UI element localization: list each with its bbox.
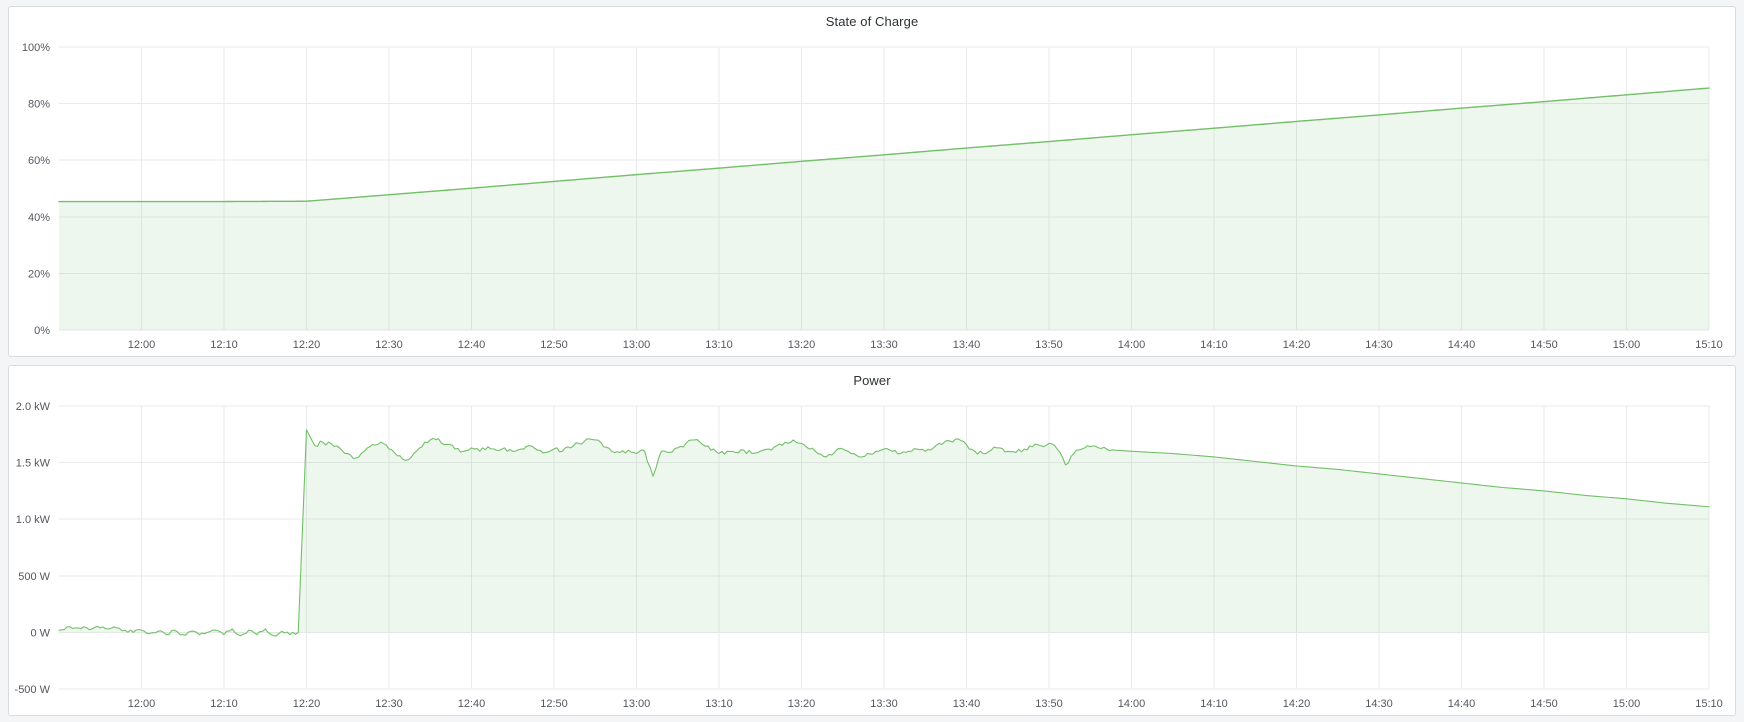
x-axis-tick-label: 13:50	[1035, 698, 1063, 710]
x-axis-tick-label: 12:40	[458, 698, 486, 710]
x-axis-tick-label: 13:50	[1035, 339, 1063, 351]
x-axis-tick-label: 14:30	[1365, 339, 1393, 351]
x-axis-tick-label: 13:20	[788, 339, 816, 351]
x-axis-tick-label: 12:10	[210, 698, 238, 710]
y-axis-tick-label: 1.5 kW	[16, 458, 51, 470]
x-axis-tick-label: 14:40	[1448, 698, 1476, 710]
x-axis-tick-label: 15:10	[1695, 339, 1723, 351]
x-axis-tick-label: 12:30	[375, 339, 403, 351]
x-axis-tick-label: 13:30	[870, 339, 898, 351]
y-axis-tick-label: 500 W	[18, 571, 50, 583]
y-axis-tick-label: 2.0 kW	[16, 401, 51, 413]
x-axis-tick-label: 14:10	[1200, 339, 1228, 351]
x-axis-tick-label: 13:30	[870, 698, 898, 710]
y-axis-tick-label: 60%	[28, 155, 50, 167]
soc-chart-canvas[interactable]: 100% 80% 60% 40% 20% 0% 12:00 12:10 12:20 12:30 12…	[9, 7, 1735, 356]
y-axis-tick-label: 1.0 kW	[16, 514, 51, 526]
x-axis-tick-label: 12:20	[293, 698, 321, 710]
x-axis-tick-label: 14:10	[1200, 698, 1228, 710]
x-axis-tick-label: 12:30	[375, 698, 403, 710]
panel-title-power[interactable]: Power	[853, 372, 891, 388]
x-axis-tick-label: 13:00	[623, 698, 651, 710]
x-axis-tick-label: 14:20	[1283, 339, 1311, 351]
x-axis-tick-label: 14:20	[1283, 698, 1311, 710]
x-axis-tick-label: 13:10	[705, 339, 733, 351]
y-axis-tick-label: 0 W	[30, 627, 50, 639]
x-axis-tick-label: 15:00	[1613, 698, 1641, 710]
y-axis-tick-label: 80%	[28, 99, 50, 111]
power-chart-canvas[interactable]: 2.0 kW 1.5 kW 1.0 kW 500 W 0 W -500 W 12:00 12:…	[9, 366, 1735, 715]
series-area-power	[59, 429, 1709, 637]
y-axis-tick-label: 20%	[28, 268, 50, 280]
x-axis-tick-label: 14:00	[1118, 698, 1146, 710]
y-axis-tick-label: -500 W	[15, 684, 51, 696]
x-axis-tick-label: 15:10	[1695, 698, 1723, 710]
x-axis-tick-label: 14:40	[1448, 339, 1476, 351]
x-axis-tick-label: 14:50	[1530, 698, 1558, 710]
x-axis-tick-label: 12:50	[540, 339, 568, 351]
series-area-state-of-charge	[59, 88, 1709, 330]
x-axis-tick-label: 12:00	[128, 339, 156, 351]
panel-power: Power 2.0 kW 1.5 kW 1.0 kW 500 W 0 W -500 W 12…	[8, 365, 1736, 716]
series-line-power	[58, 429, 1710, 637]
x-axis-tick-label: 14:30	[1365, 698, 1393, 710]
series-line-state-of-charge	[58, 87, 1710, 203]
y-axis-tick-label: 0%	[34, 325, 50, 337]
x-axis-tick-label: 12:00	[128, 698, 156, 710]
y-axis-tick-label: 100%	[22, 42, 50, 54]
x-axis-tick-label: 15:00	[1613, 339, 1641, 351]
x-axis-tick-label: 13:40	[953, 698, 981, 710]
x-axis-tick-label: 12:40	[458, 339, 486, 351]
panel-header-state-of-charge[interactable]: State of Charge	[9, 7, 1735, 35]
x-axis-tick-label: 14:00	[1118, 339, 1146, 351]
panel-header-power[interactable]: Power	[9, 366, 1735, 394]
x-axis-tick-label: 13:00	[623, 339, 651, 351]
x-axis-tick-label: 12:50	[540, 698, 568, 710]
x-axis-tick-label: 13:20	[788, 698, 816, 710]
x-axis-tick-label: 13:10	[705, 698, 733, 710]
x-axis-tick-label: 13:40	[953, 339, 981, 351]
x-axis-tick-label: 12:10	[210, 339, 238, 351]
panel-title-state-of-charge[interactable]: State of Charge	[825, 13, 919, 29]
x-axis-tick-label: 14:50	[1530, 339, 1558, 351]
panel-state-of-charge: State of Charge 100% 80% 60% 40% 20% 0% 12:00 1…	[8, 6, 1736, 357]
x-axis-tick-label: 12:20	[293, 339, 321, 351]
y-axis-tick-label: 40%	[28, 212, 50, 224]
